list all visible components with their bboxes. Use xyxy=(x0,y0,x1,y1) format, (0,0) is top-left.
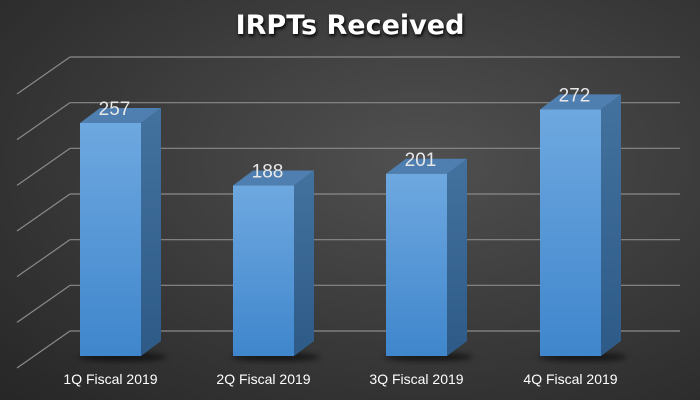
gridline-perspective xyxy=(16,147,71,186)
gridline-perspective xyxy=(16,239,71,278)
bar-top xyxy=(540,94,621,110)
x-tick-label: 2Q Fiscal 2019 xyxy=(216,371,310,387)
gridline-perspective xyxy=(16,102,71,141)
bar xyxy=(233,185,294,356)
bar-side xyxy=(601,94,621,356)
bar-side xyxy=(447,158,467,356)
bar xyxy=(80,123,141,356)
bar-top xyxy=(233,170,314,186)
gridline-perspective xyxy=(16,193,71,232)
bar xyxy=(386,173,447,356)
bar-top xyxy=(80,108,161,123)
bar-side xyxy=(294,170,314,356)
chart-title: IRPTs Received xyxy=(235,10,465,41)
data-label: 257 xyxy=(99,99,131,120)
x-tick-label: 1Q Fiscal 2019 xyxy=(63,371,157,387)
x-tick-label: 4Q Fiscal 2019 xyxy=(523,371,617,387)
gridline-perspective xyxy=(16,56,71,95)
data-label: 188 xyxy=(252,162,284,183)
gridline-perspective xyxy=(16,330,71,369)
data-label: 201 xyxy=(405,150,437,171)
bar xyxy=(540,109,601,356)
gridline-perspective xyxy=(16,284,71,323)
bar-side xyxy=(141,108,161,356)
x-tick-label: 3Q Fiscal 2019 xyxy=(369,371,463,387)
data-label: 272 xyxy=(559,85,591,106)
bar-top xyxy=(386,158,467,174)
